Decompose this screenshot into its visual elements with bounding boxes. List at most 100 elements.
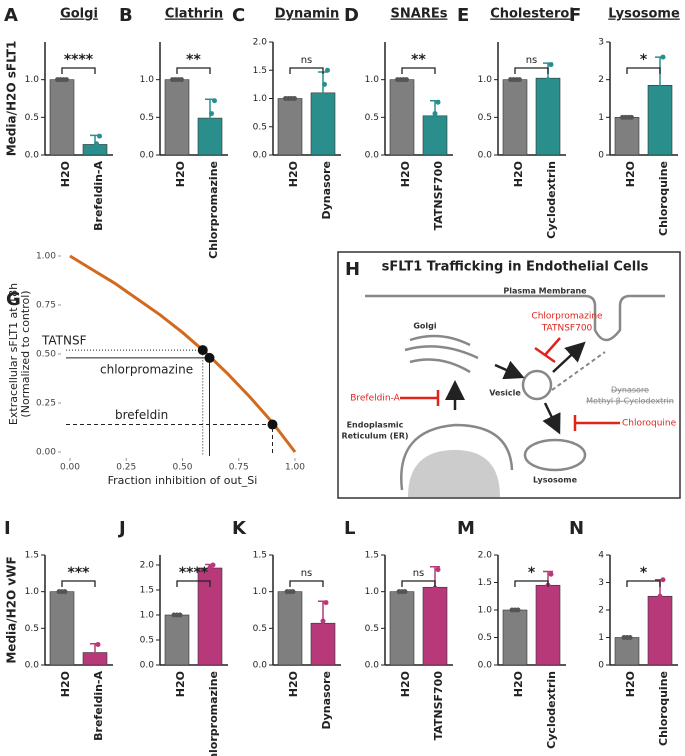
data-point <box>320 618 326 624</box>
data-point <box>95 641 101 647</box>
y-tick-label: 0.0 <box>25 151 40 161</box>
panel-letter: A <box>4 5 18 26</box>
golgi <box>404 334 479 374</box>
bar <box>49 591 75 666</box>
panel-letter: J <box>117 518 126 539</box>
label: Chlorpromazine <box>531 312 603 322</box>
x-tick-label: TATNSF700 <box>432 161 445 231</box>
data-point <box>88 148 93 154</box>
panel-letter: L <box>344 518 355 539</box>
membrane <box>365 294 665 342</box>
annotation: chlorpromazine <box>100 362 193 376</box>
label: Reticulum (ER) <box>341 432 408 441</box>
data-point <box>94 141 99 147</box>
line <box>69 254 297 453</box>
bar <box>49 79 75 156</box>
significance-bracket <box>176 67 211 74</box>
arrow <box>542 402 561 435</box>
data-point <box>432 111 438 117</box>
data-point <box>660 577 666 583</box>
label: Lysosome <box>533 476 578 485</box>
data-point <box>204 568 210 574</box>
significance: ns <box>526 55 538 66</box>
arrow <box>552 341 586 373</box>
label: TATNSF700 <box>541 324 593 334</box>
y-tick-label: 0.0 <box>478 661 493 671</box>
y-tick-label: 2 <box>598 606 604 616</box>
label: Methyl β-Cyclodextrin <box>586 397 674 406</box>
data-point <box>177 612 183 618</box>
x-tick-label: H2O <box>287 671 300 697</box>
panel-letter: C <box>232 5 245 26</box>
y-tick-label: 0.75 <box>36 301 56 311</box>
x-tick-label: Chlorpromazine <box>207 161 220 259</box>
y-tick-label: 1 <box>598 113 604 123</box>
annotation: TATNSF <box>41 334 87 348</box>
significance-bracket <box>289 580 324 587</box>
y-tick-label: 1.5 <box>478 578 492 588</box>
y-tick-label: 3 <box>598 38 604 48</box>
x-axis-label: Fraction inhibition of out_Si <box>108 474 258 487</box>
significance-bracket <box>401 67 436 74</box>
bar <box>164 614 190 666</box>
data-point <box>292 96 297 101</box>
y-tick-label: 1.0 <box>365 587 380 597</box>
y-tick-label: 0.0 <box>365 661 380 671</box>
data-point <box>290 589 296 595</box>
data-point <box>429 128 435 134</box>
bar <box>277 98 303 156</box>
label: Dynasore <box>611 386 649 395</box>
data-point <box>542 591 548 596</box>
bar <box>502 79 528 156</box>
data-point <box>92 653 98 659</box>
y-tick-label: 0.5 <box>253 122 267 132</box>
y-tick-label: 0.0 <box>140 661 155 671</box>
y-tick-label: 1.0 <box>365 75 380 85</box>
y-tick-label: 0.5 <box>478 113 492 123</box>
guide-line <box>66 349 204 456</box>
y-tick-label: 0.5 <box>25 113 39 123</box>
data-point <box>210 562 216 568</box>
x-tick-label: H2O <box>512 671 525 697</box>
y-tick-label: 2 <box>598 75 604 85</box>
significance: **** <box>179 565 209 581</box>
data-point <box>62 589 68 595</box>
significance-bracket <box>626 580 661 587</box>
x-tick-label: 0.00 <box>60 463 80 473</box>
x-tick-label: Dynasore <box>320 161 333 220</box>
y-tick-label: 0.5 <box>478 633 492 643</box>
inhibit <box>573 415 620 431</box>
guide-line <box>66 424 273 456</box>
inhibit <box>534 337 561 364</box>
y-tick-label: 1.0 <box>25 587 40 597</box>
y-tick-label: 0.5 <box>365 624 379 634</box>
data-point <box>89 657 95 663</box>
bar <box>389 591 415 666</box>
y-tick-label: 0.0 <box>253 661 268 671</box>
data-point <box>212 98 217 104</box>
significance-bracket <box>626 67 661 74</box>
y-tick-label: 1.0 <box>253 94 268 104</box>
x-tick-label: Cyclodextrin <box>545 161 558 239</box>
y-tick-label: 1.5 <box>365 551 379 561</box>
significance-bracket <box>61 67 96 74</box>
significance-bracket <box>61 580 96 587</box>
y-tick-label: 1.5 <box>25 551 39 561</box>
x-tick-label: H2O <box>624 671 637 697</box>
y-tick-label: 0.25 <box>36 399 56 409</box>
bar <box>164 79 190 156</box>
y-tick-label: 1.00 <box>36 252 56 262</box>
nucleus <box>408 450 500 497</box>
panel-letter: G <box>6 289 21 310</box>
data-point <box>97 133 102 139</box>
panel-letter: D <box>344 5 359 26</box>
y-tick-label: 0.50 <box>36 350 56 360</box>
y-tick-label: 3 <box>598 578 604 588</box>
y-axis-label: (Normalized to control) <box>19 290 32 417</box>
significance-bracket <box>289 67 324 74</box>
significance-bracket <box>514 580 549 587</box>
y-tick-label: 1.0 <box>140 611 155 621</box>
x-tick-label: H2O <box>174 671 187 697</box>
data-point <box>432 585 438 591</box>
inhibit <box>400 390 440 406</box>
